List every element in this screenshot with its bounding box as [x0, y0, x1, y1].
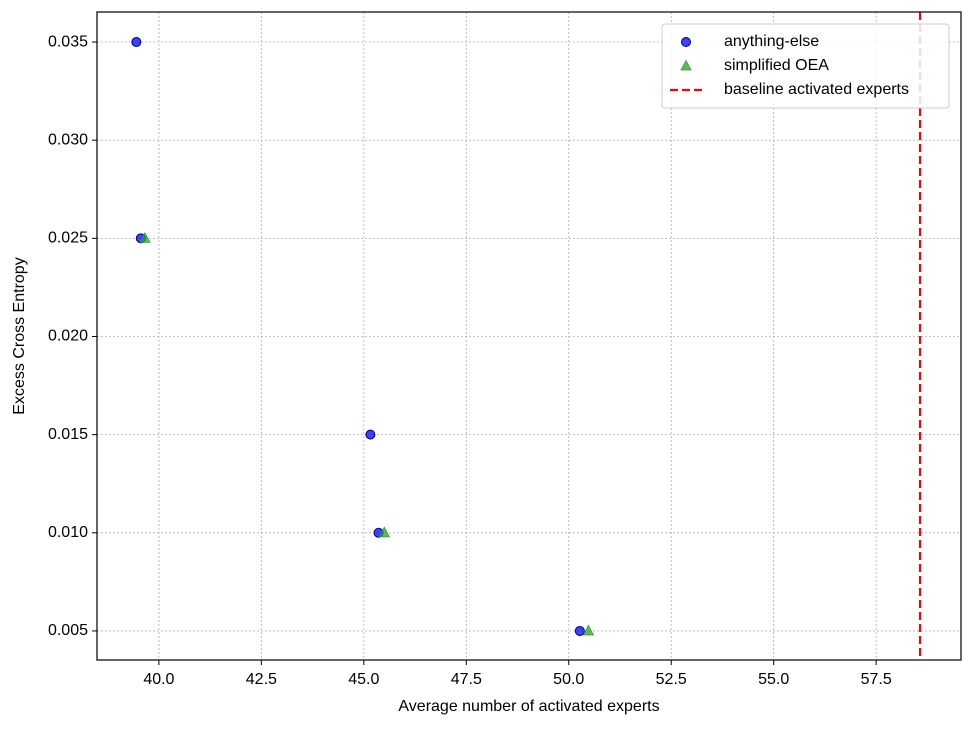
x-tick-label: 55.0 — [758, 671, 789, 688]
y-tick-label: 0.005 — [48, 622, 88, 639]
y-tick-label: 0.025 — [48, 230, 88, 247]
y-tick-label: 0.020 — [48, 328, 88, 345]
y-tick-label: 0.010 — [48, 524, 88, 541]
y-tick-label: 0.015 — [48, 426, 88, 443]
point — [131, 37, 142, 48]
legend: anything-else simplified OEA baseline acti… — [661, 23, 950, 109]
x-tick-label: 50.0 — [553, 671, 584, 688]
legend-marker — [680, 59, 692, 71]
point — [378, 526, 390, 538]
x-tick-label: 40.0 — [143, 671, 174, 688]
legend-marker — [681, 37, 691, 47]
plot-frame — [96, 11, 962, 661]
y-tick-label: 0.030 — [48, 131, 88, 148]
point — [582, 624, 595, 636]
x-tick-label: 57.5 — [861, 671, 892, 688]
legend-label: baseline activated experts — [724, 81, 909, 98]
y-tick-label: 0.035 — [48, 33, 88, 50]
x-tick-label: 47.5 — [451, 671, 482, 688]
x-axis-label: Average number of activated experts — [398, 698, 659, 715]
point — [139, 231, 151, 243]
point — [574, 625, 585, 636]
legend-box — [661, 23, 950, 109]
legend-label: anything-else — [724, 33, 819, 50]
legend-label: simplified OEA — [724, 57, 829, 74]
x-tick-label: 52.5 — [656, 671, 687, 688]
point — [365, 429, 376, 440]
x-tick-label: 45.0 — [348, 671, 379, 688]
x-tick-label: 42.5 — [246, 671, 277, 688]
y-axis-label: Excess Cross Entropy — [11, 257, 28, 414]
